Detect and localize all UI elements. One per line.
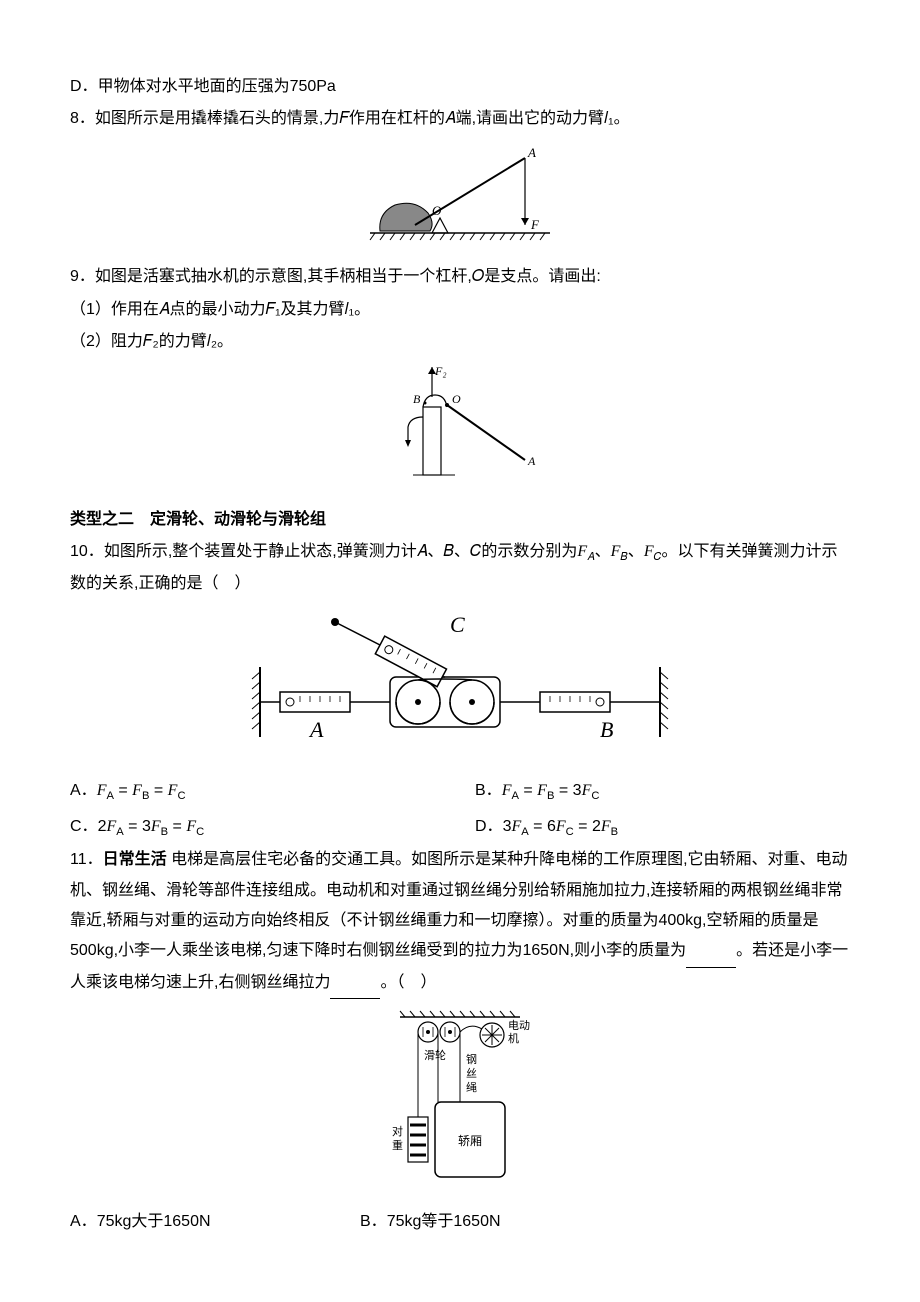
q10-prefix: 10． [70,543,104,560]
q7-optD-prefix: D． [70,78,98,95]
q9-text: 9．如图是活塞式抽水机的示意图,其手柄相当于一个杠杆,𝑂是支点。请画出: [70,262,850,292]
q7-opt-d: D．甲物体对水平地面的压强为750Pa [70,72,850,102]
fig10-label-C: C [450,612,465,637]
q8-body: 如图所示是用撬棒撬石头的情景,力𝐹作用在杠杆的𝐴端,请画出它的动力臂𝑙₁。 [95,110,630,127]
fig11-pulley-label: 滑轮 [424,1048,446,1062]
fig8-label-A: A [527,145,536,160]
fig9-label-F2: F₂ [434,365,447,378]
q8-figure: A O F [70,143,850,254]
fig8-label-O: O [432,203,442,218]
fig10-label-B: B [600,717,613,742]
fig10-label-A: A [308,717,324,742]
q11-optB: B．75kg等于1650N [360,1207,850,1237]
q9-sub1: （1）作用在𝐴点的最小动力𝐹₁及其力臂𝑙₁。 [70,295,850,325]
q9-figure: F₂ B O A [70,365,850,496]
q9-sub2: （2）阻力𝐹₂的力臂𝑙₂。 [70,327,850,357]
q11-figure: 滑轮 电动 机 钢 丝 绳 对 重 轿厢 [70,1007,850,1198]
q10-optA: A．FA = FB = FC [70,776,445,807]
q10-optB: B．FA = FB = 3FC [475,776,850,807]
q11-options: A．75kg大于1650N B．75kg等于1650N [70,1207,850,1237]
fig11-motor-label2: 机 [508,1031,519,1045]
q10-options: A．FA = FB = FC B．FA = FB = 3FC C．2FA = 3… [70,776,850,843]
fig9-label-O: O [452,392,461,406]
fig11-rope-label1: 钢 [466,1053,477,1066]
q10-figure: A B C [70,607,850,768]
fig11-cw-label1: 对 [392,1124,403,1138]
fig11-rope-label2: 丝 [466,1067,477,1080]
q9-prefix: 9． [70,268,95,285]
q10-optD: D．3FA = 6FC = 2FB [475,812,850,843]
fig9-label-B: B [413,392,421,406]
q10-optC: C．2FA = 3FB = FC [70,812,445,843]
q11-label: 日常生活 [103,851,167,868]
q11-blank1 [686,936,736,967]
fig11-car-label: 轿厢 [458,1133,482,1148]
q10-body: 如图所示,整个装置处于静止状态,弹簧测力计𝐴、𝐵、𝐶的示数分别为F𝐴、F𝐵、F𝐶… [70,543,838,591]
q8-text: 8．如图所示是用撬棒撬石头的情景,力𝐹作用在杠杆的𝐴端,请画出它的动力臂𝑙₁。 [70,104,850,134]
fig11-motor-label1: 电动 [508,1019,530,1032]
fig11-cw-label2: 重 [392,1138,403,1152]
q7-optD-text: 甲物体对水平地面的压强为750Pa [98,78,336,95]
q11-body3: 。（ ） [380,974,436,991]
q10-text: 10．如图所示,整个装置处于静止状态,弹簧测力计𝐴、𝐵、𝐶的示数分别为F𝐴、F𝐵… [70,537,850,599]
q11: 11．日常生活 电梯是高层住宅必备的交通工具。如图所示是某种升降电梯的工作原理图… [70,845,850,999]
section2-title: 类型之二 定滑轮、动滑轮与滑轮组 [70,505,850,535]
q8-prefix: 8． [70,110,95,127]
fig11-rope-label3: 绳 [466,1080,477,1094]
q11-optA: A．75kg大于1650N [70,1207,330,1237]
fig9-label-A: A [527,454,536,468]
q11-prefix: 11． [70,851,103,868]
fig8-label-F: F [530,217,540,232]
q11-blank2 [330,968,380,999]
q9-body: 如图是活塞式抽水机的示意图,其手柄相当于一个杠杆,𝑂是支点。请画出: [95,268,601,285]
